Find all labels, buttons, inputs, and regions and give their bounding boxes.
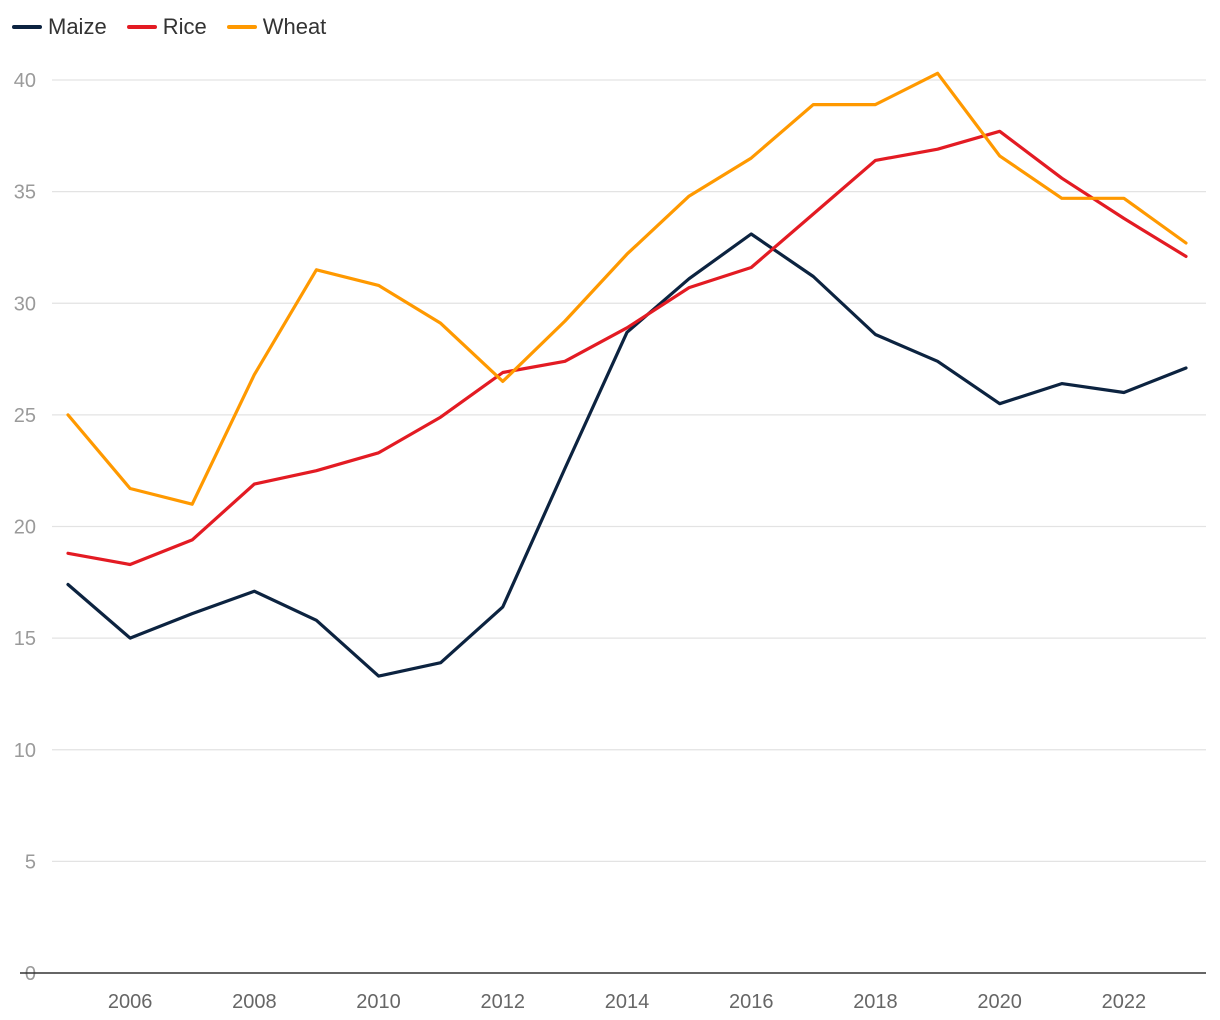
series-line-maize	[66, 232, 1188, 678]
series-lines	[66, 71, 1188, 678]
legend-label: Wheat	[262, 14, 327, 39]
legend-swatch	[126, 25, 157, 29]
legend-item-wheat[interactable]: Wheat	[226, 14, 327, 40]
y-tick-label: 5	[25, 851, 36, 873]
gridlines	[52, 79, 1206, 862]
x-tick-label: 2010	[356, 991, 401, 1013]
legend-label: Rice	[162, 14, 207, 39]
y-tick-label: 35	[14, 182, 36, 204]
y-tick-label: 15	[14, 628, 36, 650]
y-axis-tick-labels: 0 5 10 15 20 25 30 35 40	[14, 70, 36, 985]
y-tick-label: 30	[14, 293, 36, 315]
legend-swatch	[12, 25, 42, 29]
x-tick-label: 2016	[729, 991, 774, 1013]
y-tick-label: 0	[25, 963, 36, 985]
x-tick-label: 2012	[481, 991, 526, 1013]
y-tick-label: 40	[14, 70, 36, 92]
legend-label: Maize	[48, 14, 107, 39]
x-tick-label: 2008	[232, 991, 277, 1013]
chart-legend: Maize Rice Wheat	[12, 14, 346, 40]
y-tick-label: 25	[14, 405, 36, 427]
legend-item-rice[interactable]: Rice	[126, 14, 207, 40]
legend-item-maize[interactable]: Maize	[12, 14, 107, 40]
series-line-wheat	[66, 71, 1188, 506]
x-tick-label: 2006	[108, 991, 153, 1013]
x-axis-tick-labels: 2006 2008 2010 2012 2014 2016 2018 2020 2022	[108, 991, 1146, 1013]
x-tick-label: 2018	[853, 991, 898, 1013]
legend-swatch	[226, 25, 257, 29]
x-tick-label: 2014	[605, 991, 650, 1013]
y-tick-label: 10	[14, 740, 36, 762]
x-tick-label: 2020	[977, 991, 1022, 1013]
x-tick-label: 2022	[1102, 991, 1147, 1013]
series-line-rice	[66, 129, 1188, 567]
y-tick-label: 20	[14, 517, 36, 539]
